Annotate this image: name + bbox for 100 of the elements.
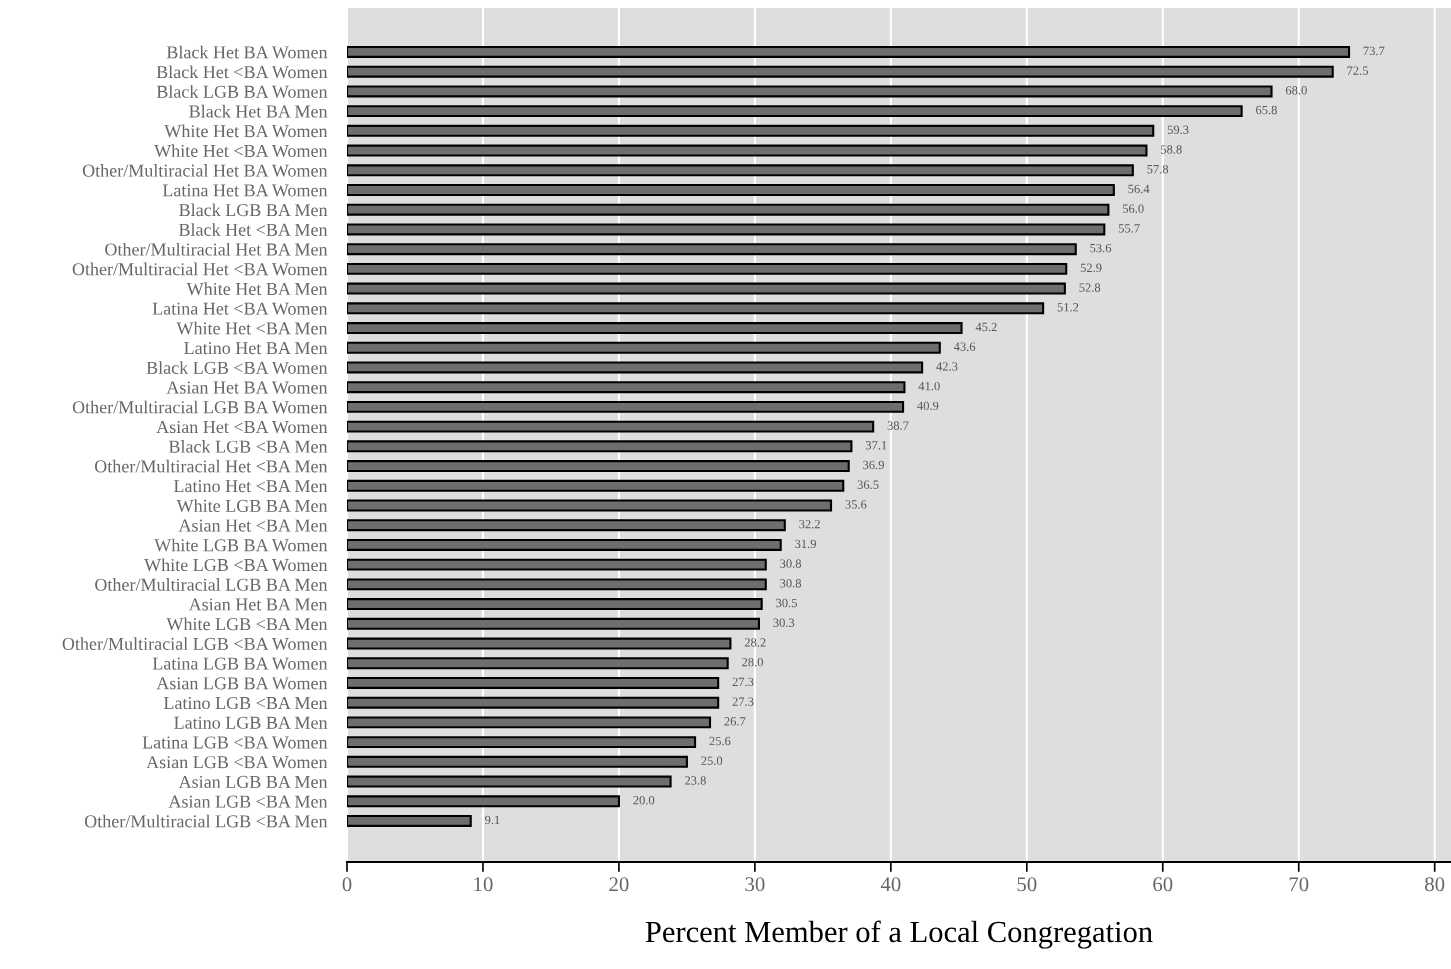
x-tick-label: 80	[1425, 877, 1445, 892]
bar	[347, 736, 697, 749]
bar	[347, 617, 760, 630]
bar	[347, 243, 1077, 256]
y-tick-label: White LGB <BA Women	[144, 558, 328, 572]
y-tick-label: Black Het <BA Women	[156, 65, 328, 79]
data-label: 36.5	[857, 480, 879, 489]
x-tick-label: 10	[474, 877, 493, 892]
data-label: 20.0	[633, 795, 655, 805]
y-tick-label: Black LGB BA Women	[156, 85, 328, 98]
y-tick-label: Black Het BA Women	[166, 45, 328, 59]
y-tick-label: White LGB <BA Men	[166, 617, 328, 631]
data-label: 37.1	[865, 441, 887, 450]
y-tick-label: White Het <BA Women	[154, 144, 328, 158]
data-label: 52.9	[1080, 263, 1102, 273]
bar	[347, 381, 906, 394]
y-tick-label: Black LGB <BA Men	[168, 440, 328, 453]
y-tick-label: Latino LGB BA Men	[174, 716, 328, 729]
y-tick-label: Asian Het <BA Women	[156, 420, 328, 434]
data-label: 28.0	[742, 657, 763, 667]
bar	[347, 558, 767, 571]
bar	[347, 262, 1068, 275]
y-tick-label: Asian LGB <BA Women	[146, 756, 328, 769]
data-label: 35.6	[845, 500, 867, 509]
x-tick-label: 0	[342, 877, 352, 892]
x-tick-label: 60	[1153, 877, 1173, 892]
bar	[347, 440, 853, 453]
y-tick-label: Asian Het BA Women	[166, 381, 328, 394]
bar	[347, 341, 941, 354]
bar	[347, 696, 720, 709]
bar	[347, 302, 1045, 315]
bar	[347, 65, 1334, 78]
y-tick-label: Black Het BA Men	[189, 104, 328, 118]
data-label: 56.0	[1122, 204, 1144, 213]
y-tick-label: Black LGB <BA Women	[146, 361, 328, 374]
x-tick-label: 70	[1289, 877, 1309, 892]
bar	[347, 775, 672, 788]
bar	[347, 164, 1134, 177]
bar	[347, 676, 720, 689]
bar	[347, 184, 1115, 196]
x-tick-label: 20	[609, 877, 629, 892]
y-tick-label: Other/Multiracial LGB <BA Men	[84, 814, 328, 828]
y-tick-label: Latino Het <BA Men	[173, 480, 328, 493]
y-tick-label: Other/Multiracial LGB BA Men	[95, 578, 328, 591]
y-tick-label: Black LGB BA Men	[179, 203, 328, 217]
y-tick-label: Latina Het BA Women	[162, 184, 328, 197]
data-label: 32.2	[799, 519, 820, 529]
bar	[347, 755, 688, 768]
bar	[347, 795, 620, 808]
data-label: 31.9	[795, 539, 816, 549]
y-tick-label: Other/Multiracial LGB <BA Women	[62, 637, 328, 651]
y-tick-label: Latino Het BA Men	[184, 342, 328, 355]
y-tick-label: White Het BA Women	[164, 124, 328, 138]
bar	[347, 400, 905, 413]
bar	[347, 85, 1273, 98]
data-label: 25.6	[709, 736, 731, 746]
bar	[347, 105, 1243, 118]
bar	[347, 322, 963, 334]
data-label: 9.1	[485, 815, 500, 825]
data-label: 58.8	[1161, 145, 1182, 154]
y-tick-label: White Het BA Men	[186, 282, 328, 296]
bar	[347, 460, 850, 473]
y-tick-label: Asian LGB BA Men	[178, 775, 328, 788]
bar	[347, 716, 712, 729]
bar	[347, 46, 1351, 58]
data-label: 59.3	[1167, 125, 1189, 135]
bar	[347, 223, 1106, 236]
data-label: 28.2	[744, 638, 766, 647]
data-label: 30.3	[773, 618, 795, 627]
data-label: 52.8	[1079, 283, 1101, 292]
data-label: 45.2	[975, 322, 997, 332]
y-tick-label: Other/Multiracial Het <BA Men	[94, 459, 328, 473]
y-tick-label: Black Het <BA Men	[178, 223, 328, 236]
bar	[347, 124, 1155, 137]
bar	[347, 499, 833, 512]
y-tick-label: White Het <BA Men	[176, 321, 328, 335]
data-label: 72.5	[1347, 66, 1368, 75]
bar	[347, 420, 875, 433]
y-tick-label: Other/Multiracial Het BA Men	[105, 242, 328, 256]
x-axis-title: Percent Member of a Local Congregation	[645, 920, 1153, 949]
data-label: 68.0	[1285, 86, 1307, 95]
data-label: 55.7	[1118, 224, 1140, 233]
data-label: 65.8	[1256, 105, 1277, 115]
data-label: 38.7	[887, 421, 909, 430]
data-label: 57.8	[1147, 164, 1169, 174]
data-label: 30.8	[780, 559, 802, 568]
bar	[347, 637, 732, 650]
data-label: 27.3	[732, 677, 754, 687]
bar	[347, 598, 763, 611]
y-tick-label: Other/Multiracial Het BA Women	[82, 164, 328, 177]
y-tick-label: Latina LGB <BA Women	[142, 736, 328, 749]
data-label: 53.6	[1090, 243, 1112, 253]
bar	[347, 361, 924, 374]
data-label: 25.0	[701, 756, 723, 766]
data-label: 27.3	[732, 697, 754, 706]
data-label: 30.5	[776, 598, 797, 608]
data-label: 42.3	[936, 362, 958, 371]
bar	[347, 657, 729, 670]
data-label: 26.7	[724, 717, 746, 726]
y-tick-label: White LGB BA Women	[154, 538, 328, 552]
